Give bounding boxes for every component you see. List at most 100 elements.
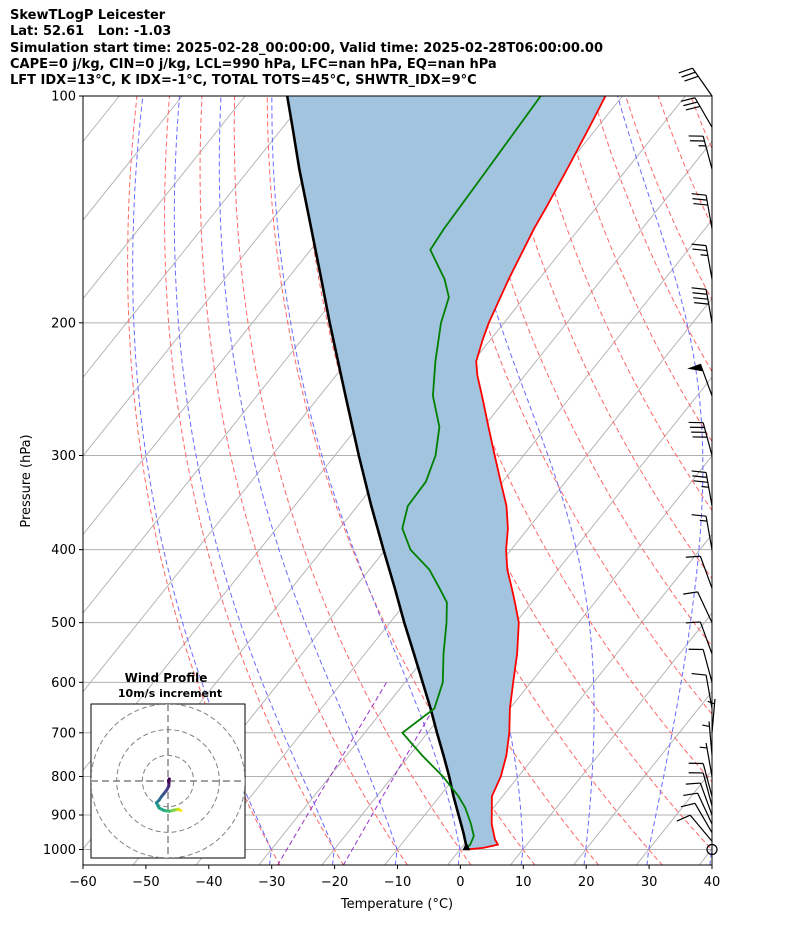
- y-tick-label: 300: [51, 449, 76, 464]
- calm-wind-circle: [706, 843, 718, 856]
- y-tick-label: 700: [51, 726, 76, 741]
- wind-barb-half-flag: [699, 519, 708, 522]
- temperature-line: [465, 96, 607, 851]
- dry-adiabat-line: [625, 96, 712, 301]
- mixing-ratio-line: [342, 682, 450, 865]
- wind-barb-flag: [678, 67, 693, 74]
- y-axis-label: Pressure (hPa): [19, 434, 34, 527]
- dry-adiabat-line: [164, 96, 345, 865]
- wind-barb-staff: [705, 516, 713, 550]
- wind-barb-staff: [705, 289, 713, 323]
- y-tick-label: 200: [51, 316, 76, 331]
- wind-barb-staff: [694, 802, 713, 834]
- dewpoint-line: [401, 96, 542, 851]
- isotherm-line: [447, 533, 712, 865]
- dry-adiabat-line: [266, 96, 536, 865]
- wind-barb-flag: [694, 302, 709, 305]
- wind-barb-flag: [691, 470, 707, 474]
- wind-barb-flag: [691, 287, 707, 290]
- time-line: Simulation start time: 2025-02-28_00:00:…: [10, 40, 603, 56]
- isotherm-line: [195, 219, 712, 865]
- wind-barb-flag: [692, 198, 708, 201]
- wind-barb-flag: [691, 672, 707, 676]
- profile-lines: [285, 96, 607, 851]
- wind-barb-flag: [685, 621, 701, 624]
- wind-barb-flag: [685, 555, 701, 558]
- isotherm-line: [321, 376, 712, 865]
- moist-adiabat-line: [271, 96, 461, 865]
- wind-barb-staff: [699, 556, 713, 589]
- wind-barb-pennant: [687, 363, 704, 372]
- isotherm-line: [572, 691, 712, 865]
- x-tick-label: 30: [641, 875, 658, 890]
- wind-barb-staff: [705, 195, 713, 229]
- wind-barb-staff: [702, 649, 713, 683]
- axes: −60 −50 −40 −30 −20 −10 0 10 20 30 40 100 200 300 400 5…: [43, 90, 720, 891]
- dry-adiabat-line: [199, 96, 408, 865]
- moist-adiabat-line: [173, 96, 335, 865]
- dry-adiabat-line: [723, 96, 794, 866]
- wind-barb-staff: [697, 792, 713, 825]
- y-tick-label: 500: [51, 616, 76, 631]
- wind-barb-staff: [702, 136, 713, 170]
- wind-barb-flag: [693, 202, 708, 206]
- wind-barb-flag: [680, 97, 696, 102]
- moist-adiabat-line: [444, 96, 595, 865]
- isotherm-line: [635, 769, 712, 865]
- x-tick-label: 0: [456, 875, 464, 890]
- x-tick-label: −40: [195, 875, 222, 890]
- dry-adiabat-line: [397, 96, 712, 783]
- y-tick-label: 900: [51, 809, 76, 824]
- lcl-marker: [462, 842, 471, 851]
- wind-barb-staff: [699, 782, 713, 816]
- y-tick-label: 400: [51, 543, 76, 558]
- parcel-indices-line: CAPE=0 j/kg, CIN=0 j/kg, LCL=990 hPa, LF…: [10, 56, 497, 72]
- isotherm-line: [83, 96, 309, 378]
- wind-barb-flag: [680, 802, 696, 808]
- mixing-ratio-line: [277, 682, 388, 865]
- isotherm-line: [83, 96, 246, 300]
- dry-adiabat-line: [233, 96, 472, 865]
- x-tick-label: −30: [258, 875, 285, 890]
- chart-title: SkewTLogP Leicester: [10, 8, 166, 23]
- dry-adiabat-line: [657, 96, 712, 228]
- wind-barb-flag: [683, 792, 698, 797]
- x-axis-label: Temperature (°C): [340, 897, 453, 912]
- dry-adiabat-line: [559, 96, 712, 443]
- y-tick-label: 1000: [43, 843, 76, 858]
- moist-adiabat-line: [617, 96, 704, 865]
- dry-adiabat-line: [756, 96, 794, 866]
- wind-barb-flag: [684, 75, 699, 82]
- wind-barb-flag: [676, 814, 691, 822]
- wind-barb-staff: [705, 472, 713, 507]
- wind-barb-flag: [692, 292, 708, 295]
- y-tick-label: 600: [51, 676, 76, 691]
- chart-header: SkewTLogP Leicester Lat: 52.61 Lon: -1.0…: [10, 8, 603, 89]
- wind-barb-staff: [705, 245, 713, 280]
- y-tick-label: 800: [51, 770, 76, 785]
- isotherm-line: [509, 612, 712, 865]
- wind-barb-flag: [692, 475, 708, 478]
- wind-barb-flag: [691, 193, 707, 196]
- wind-barb-flag: [691, 514, 707, 517]
- x-tick-label: −20: [321, 875, 348, 890]
- moist-adiabat-line: [218, 96, 398, 865]
- wind-barb-staff: [702, 763, 713, 797]
- x-tick-label: −10: [384, 875, 411, 890]
- wind-barb-staff: [699, 621, 713, 655]
- moist-adiabat-line: [709, 846, 712, 865]
- wind-barb-staff: [692, 67, 713, 97]
- wind-barb-half-flag: [700, 254, 708, 257]
- dry-adiabat-line: [429, 96, 712, 715]
- wind-barb-flag: [685, 105, 701, 111]
- hodograph-inset: Wind Profile 10m/s increment: [90, 671, 246, 859]
- wind-barb-staff: [694, 97, 713, 128]
- moist-adiabat-line: [132, 96, 272, 865]
- isotherm-line: [698, 848, 712, 865]
- x-tick-label: −50: [132, 875, 159, 890]
- wind-barbs: [676, 67, 718, 856]
- wind-barb-staff: [711, 698, 716, 733]
- hodograph-subtitle: 10m/s increment: [118, 687, 222, 700]
- wind-barb-flag: [691, 243, 707, 247]
- x-tick-label: −60: [69, 875, 96, 890]
